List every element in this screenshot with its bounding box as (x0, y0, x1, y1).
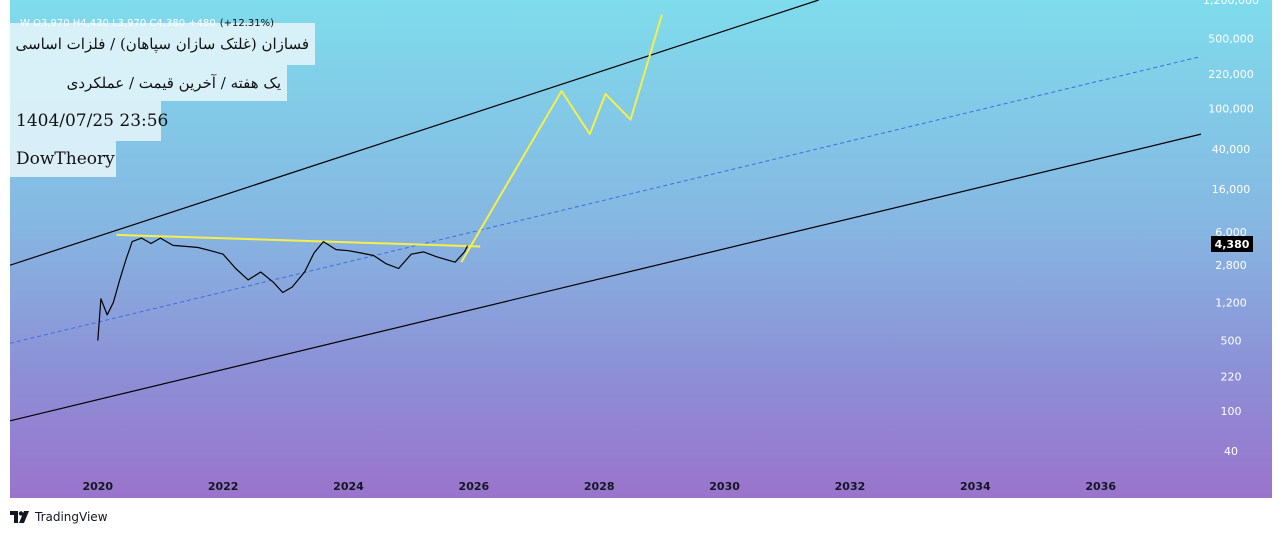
tradingview-logo-icon (10, 511, 29, 523)
x-tick-label: 2028 (584, 480, 615, 493)
chart-title: فسازان (غلتک سازان سپاهان) / فلزات اساسی (10, 23, 315, 65)
chart-datetime-text: 1404/07/25 23:56 (16, 111, 169, 131)
chart-subtitle-text: یک هفته / آخرین قیمت / عملکردی (66, 74, 281, 92)
chart-subtitle: یک هفته / آخرین قیمت / عملکردی (10, 65, 287, 101)
projection-line (460, 14, 663, 263)
last-price-label: 4,380 (1211, 236, 1253, 252)
x-tick-label: 2020 (82, 480, 113, 493)
x-tick-label: 2026 (459, 480, 490, 493)
tradingview-brand[interactable]: TradingView (10, 510, 108, 524)
channel-lower-line (10, 133, 1202, 422)
y-tick-label: 100 (1221, 405, 1242, 418)
chart-datetime: 1404/07/25 23:56 (10, 101, 168, 141)
x-tick-label: 2030 (709, 480, 740, 493)
price-line (97, 237, 469, 341)
y-tick-label: 220 (1221, 371, 1242, 384)
y-tick-label: 500 (1221, 335, 1242, 348)
chart-author-text: DowTheory (16, 149, 115, 169)
chart-svg[interactable]: 1,200,000 500,000 220,000 100,000 40,000 16,0… (10, 0, 1272, 498)
channel-middle-line (10, 56, 1202, 344)
x-tick-label: 2024 (333, 480, 364, 493)
y-tick-label: 2,800 (1215, 259, 1247, 272)
brand-name: TradingView (35, 510, 108, 524)
ohlc-legend: W O3,970 H4,430 L3,970 C4,380 +480 (+12.3… (20, 18, 274, 29)
channel-upper-line (10, 0, 819, 266)
x-tick-label: 2032 (835, 480, 866, 493)
resistance-line (116, 233, 481, 248)
x-tick-label: 2022 (208, 480, 239, 493)
y-tick-label: 500,000 (1208, 32, 1254, 45)
ohlc-values: W O3,970 H4,430 L3,970 C4,380 +480 (20, 18, 216, 29)
y-tick-label: 40 (1224, 445, 1238, 458)
price-series (97, 14, 663, 341)
ohlc-change: (+12.31%) (219, 18, 275, 29)
y-tick-label: 1,200,000 (1203, 0, 1259, 7)
chart-title-text: فسازان (غلتک سازان سپاهان) / فلزات اساسی (15, 35, 309, 53)
y-tick-label: 16,000 (1212, 183, 1251, 196)
chart-frame[interactable]: 1,200,000 500,000 220,000 100,000 40,000 16,0… (10, 0, 1272, 498)
chart-author: DowTheory (10, 141, 116, 177)
y-tick-label: 1,200 (1215, 296, 1247, 309)
x-tick-label: 2036 (1085, 480, 1116, 493)
channel-lines (10, 0, 1202, 422)
x-tick-label: 2034 (960, 480, 991, 493)
y-tick-label: 40,000 (1212, 143, 1251, 156)
y-tick-label: 6,000 (1215, 226, 1247, 239)
x-axis: 2020 2022 2024 2026 2028 2030 2032 2034 2036 (82, 480, 1116, 493)
y-axis: 1,200,000 500,000 220,000 100,000 40,000 16,0… (1203, 0, 1259, 458)
y-tick-label: 220,000 (1208, 68, 1254, 81)
y-tick-label: 100,000 (1208, 103, 1254, 116)
